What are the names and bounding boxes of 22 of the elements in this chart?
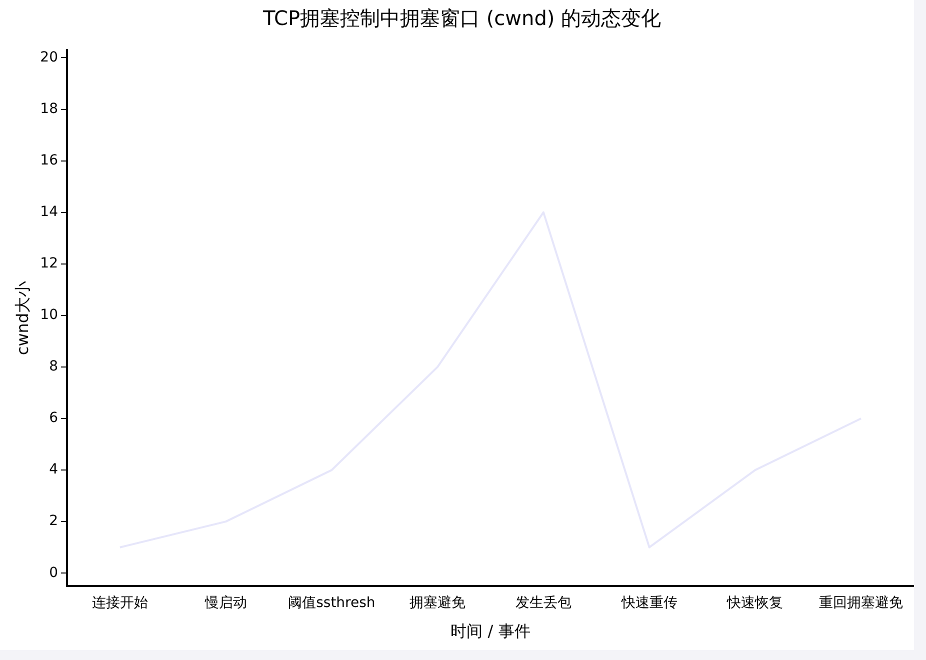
x-tick-label: 慢启动 [204,595,247,612]
y-tick-label: 20 [40,49,58,66]
chart-title: TCP拥塞控制中拥塞窗口 (cwnd) 的动态变化 [262,6,662,30]
y-tick-label: 16 [40,152,58,168]
y-axis-title: cwnd大小 [12,280,32,356]
x-tick-label: 快速重传 [620,595,678,612]
x-tick-label: 拥塞避免 [410,595,466,612]
y-tick-label: 8 [49,358,58,375]
x-tick-label: 发生丢包 [515,595,572,612]
y-tick-label: 12 [40,256,58,272]
x-axis-title: 时间 / 事件 [450,622,530,641]
y-tick-label: 14 [40,204,58,220]
y-tick-label: 10 [40,307,58,324]
x-tick-label: 连接开始 [92,595,148,612]
y-tick-label: 2 [49,513,58,530]
x-tick-label: 阈值ssthresh [288,595,376,612]
y-tick-label: 4 [49,462,58,478]
y-tick-label: 0 [49,564,58,581]
x-tick-label: 重回拥塞避免 [819,595,904,612]
y-tick-label: 6 [49,410,58,426]
y-tick-label: 18 [40,100,58,117]
x-tick-label: 快速恢复 [726,595,784,612]
